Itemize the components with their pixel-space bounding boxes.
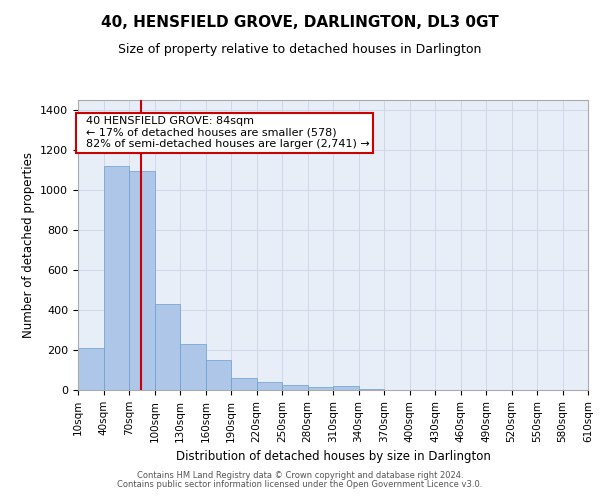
- Bar: [180, 344, 205, 390]
- Bar: [359, 389, 384, 390]
- Bar: [205, 360, 231, 390]
- Text: 40 HENSFIELD GROVE: 84sqm
  ← 17% of detached houses are smaller (578)
  82% of : 40 HENSFIELD GROVE: 84sqm ← 17% of detac…: [79, 116, 370, 149]
- Bar: [78, 348, 104, 390]
- Bar: [308, 387, 333, 390]
- Text: 40, HENSFIELD GROVE, DARLINGTON, DL3 0GT: 40, HENSFIELD GROVE, DARLINGTON, DL3 0GT: [101, 15, 499, 30]
- Y-axis label: Number of detached properties: Number of detached properties: [22, 152, 35, 338]
- Text: Contains HM Land Registry data © Crown copyright and database right 2024.: Contains HM Land Registry data © Crown c…: [137, 471, 463, 480]
- Bar: [104, 166, 129, 390]
- Bar: [282, 385, 308, 390]
- Text: Contains public sector information licensed under the Open Government Licence v3: Contains public sector information licen…: [118, 480, 482, 489]
- Bar: [333, 386, 359, 390]
- Bar: [155, 304, 180, 390]
- X-axis label: Distribution of detached houses by size in Darlington: Distribution of detached houses by size …: [176, 450, 490, 463]
- Bar: [257, 382, 282, 390]
- Bar: [231, 378, 257, 390]
- Text: Size of property relative to detached houses in Darlington: Size of property relative to detached ho…: [118, 42, 482, 56]
- Bar: [129, 171, 155, 390]
